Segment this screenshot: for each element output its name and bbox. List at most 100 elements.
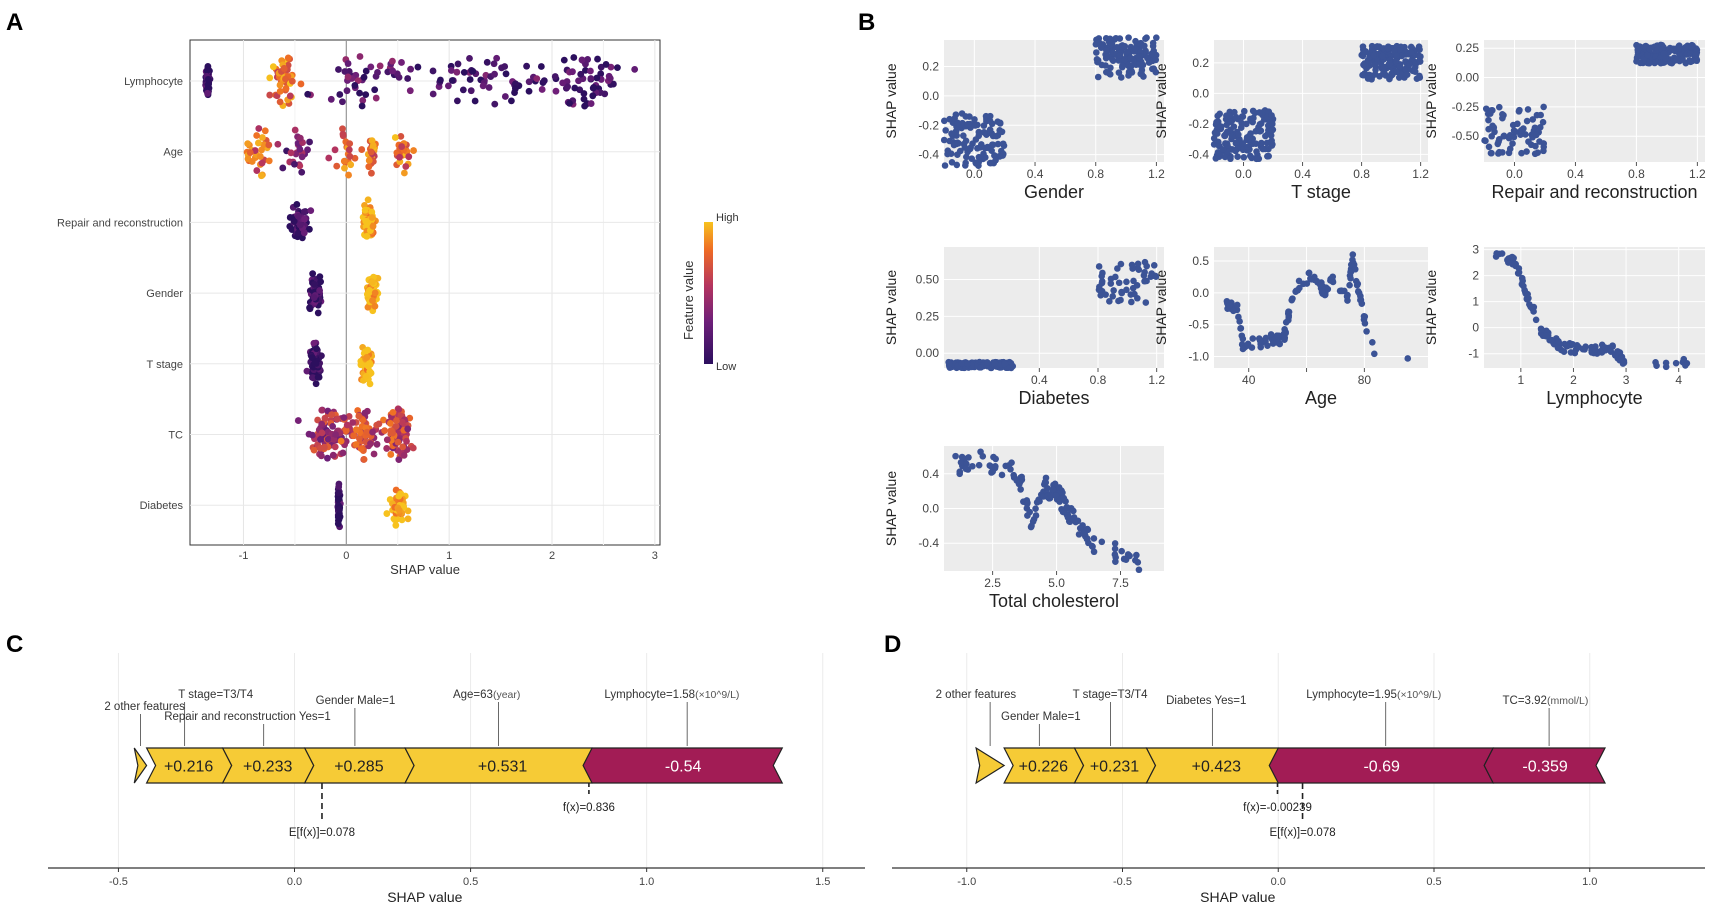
force-feature-label: Lymphocyte=1.95(×10^9/L) (1306, 689, 1441, 701)
dependence-x-tick: 2.5 (984, 576, 1001, 590)
beeswarm-point (339, 98, 346, 106)
dependence-x-tick: 0.4 (1027, 167, 1044, 181)
dependence-x-axis-label: Age (1305, 388, 1337, 408)
beeswarm-point (569, 68, 576, 76)
dependence-x-tick: 3 (1623, 373, 1630, 387)
beeswarm-point (367, 63, 375, 71)
beeswarm-plot-frame (189, 39, 661, 546)
dependence-point (1009, 362, 1017, 370)
dependence-point (1274, 333, 1282, 340)
dependence-y-tick: -0.25 (1452, 100, 1480, 114)
beeswarm-point (318, 429, 326, 437)
dependence-point (1141, 42, 1148, 50)
beeswarm-point (395, 456, 403, 464)
dependence-point (1227, 126, 1234, 134)
dependence-point (1676, 43, 1683, 51)
beeswarm-point (310, 294, 318, 301)
beeswarm-point (282, 75, 289, 83)
force-feature-label: 2 other features (104, 701, 185, 713)
beeswarm-point (362, 67, 370, 75)
dependence-point (951, 115, 958, 122)
beeswarm-point (396, 153, 403, 161)
force-feature-name: 2 other features (936, 689, 1017, 701)
dependence-y-tick: 0.25 (916, 309, 940, 323)
beeswarm-point (300, 208, 308, 216)
force-plot-c: -0.5 0.0 0.5 1.0 1.5 SHAP value 2 other featur… (48, 653, 865, 905)
dependence-point (986, 117, 994, 125)
dependence-y-tick: 0.0 (1192, 86, 1209, 100)
beeswarm-point (564, 83, 571, 91)
beeswarm-point (391, 134, 399, 141)
dependence-point (1239, 140, 1247, 147)
beeswarm-point (369, 222, 377, 230)
dependence-points (945, 258, 1160, 372)
dependence-point (1113, 43, 1121, 51)
dependence-point (1352, 277, 1360, 285)
dependence-point (1112, 273, 1119, 281)
dependence-point (1134, 260, 1142, 268)
dependence-y-axis-label: SHAP value (1423, 63, 1439, 138)
dependence-point (1262, 334, 1270, 342)
dependence-point (1017, 486, 1024, 493)
beeswarm-point (311, 359, 319, 367)
beeswarm-point (395, 506, 403, 514)
dependence-point (1109, 293, 1117, 300)
dependence-point (942, 127, 949, 134)
beeswarm-point (350, 432, 358, 440)
force-segment-value: +0.226 (1019, 759, 1068, 776)
beeswarm-point (318, 352, 325, 360)
beeswarm-point (316, 287, 324, 294)
dependence-point (998, 128, 1006, 136)
dependence-point (1232, 113, 1240, 121)
dependence-point (1514, 120, 1521, 128)
dependence-point (1686, 50, 1694, 58)
dependence-point (1486, 110, 1494, 117)
dependence-point (1236, 318, 1243, 325)
dependence-x-tick: 0.0 (1506, 167, 1523, 181)
beeswarm-point (280, 65, 288, 73)
dependence-point (1338, 287, 1346, 295)
beeswarm-point (406, 414, 414, 422)
dependence-point (1240, 107, 1248, 115)
beeswarm-point (258, 159, 266, 167)
force-feature-name: T stage=T3/T4 (1073, 689, 1149, 701)
dependence-point (1095, 283, 1103, 291)
dependence-point (1403, 71, 1411, 78)
dependence-point (1523, 117, 1531, 125)
beeswarm-point (298, 153, 306, 161)
beeswarm-point (276, 87, 284, 95)
beeswarm-point (407, 65, 415, 73)
beeswarm-point (399, 443, 407, 451)
dependence-point (1282, 318, 1290, 326)
dependence-point (1317, 281, 1325, 288)
dependence-point (1097, 292, 1104, 299)
dependence-point (999, 140, 1007, 148)
beeswarm-point (286, 92, 294, 100)
dependence-point (989, 141, 996, 148)
dependence-x-axis-label: Repair and reconstruction (1491, 182, 1697, 202)
beeswarm-point (471, 97, 479, 105)
dependence-point (1131, 290, 1138, 298)
beeswarm-point (582, 66, 589, 74)
dependence-point (1115, 297, 1122, 305)
beeswarm-point (276, 81, 284, 89)
dependence-point (1080, 530, 1088, 537)
dependence-point (1269, 340, 1277, 347)
dependence-point (1269, 120, 1276, 128)
dependence-y-tick: 0.00 (1456, 71, 1480, 85)
dependence-point (1679, 55, 1686, 63)
beeswarm-point (551, 73, 559, 80)
beeswarm-feature-label: Diabetes (140, 500, 184, 512)
dependence-point (1227, 118, 1234, 126)
beeswarm-feature-label: Repair and reconstruction (57, 217, 183, 229)
dependence-point (968, 155, 976, 163)
beeswarm-point (369, 428, 376, 436)
beeswarm-point (325, 154, 333, 162)
beeswarm-point (265, 141, 273, 149)
dependence-plot-background (944, 247, 1164, 368)
dependence-y-tick: 1 (1472, 295, 1479, 309)
dependence-point (1539, 118, 1547, 126)
force-segment-value: +0.231 (1090, 759, 1139, 776)
beeswarm-point (397, 490, 405, 498)
force-feature-label: Diabetes Yes=1 (1166, 695, 1246, 707)
